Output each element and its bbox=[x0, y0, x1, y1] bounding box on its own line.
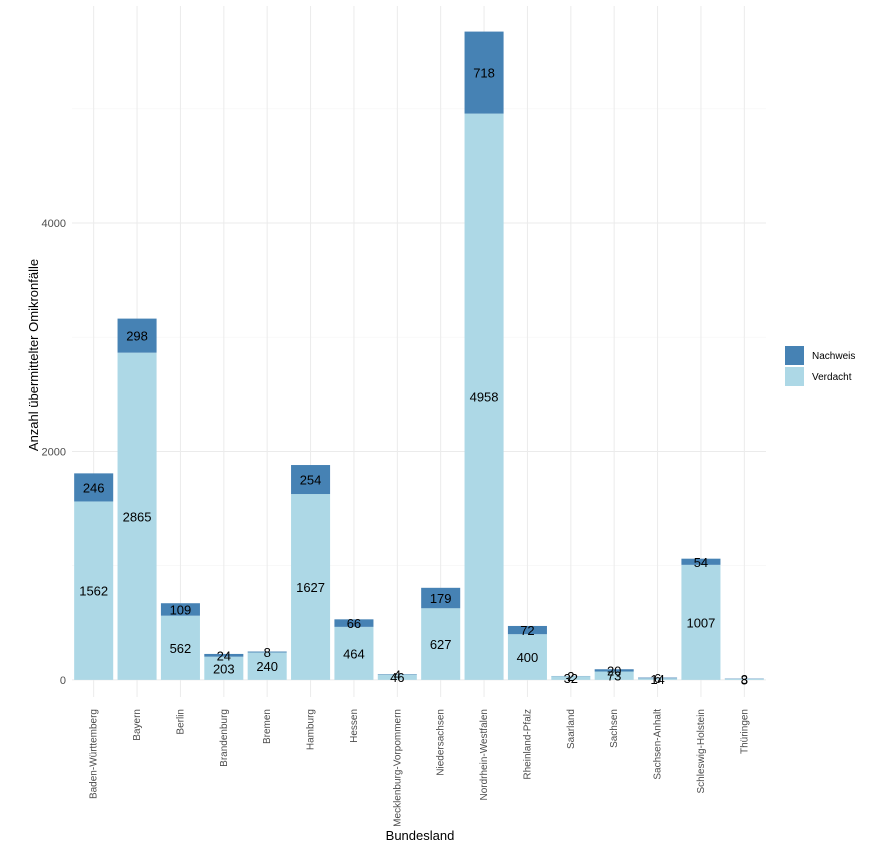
data-label-verdacht: 73 bbox=[607, 669, 621, 684]
data-label-verdacht: 1007 bbox=[686, 615, 715, 630]
x-tick-label: Thüringen bbox=[739, 709, 750, 754]
data-label-verdacht: 4958 bbox=[470, 390, 499, 405]
bar-verdacht bbox=[594, 671, 634, 680]
bar-verdacht bbox=[204, 656, 244, 680]
data-label-nachweis: 66 bbox=[347, 616, 361, 631]
data-label-nachweis: 179 bbox=[430, 591, 452, 606]
data-label-verdacht: 464 bbox=[343, 646, 365, 661]
y-tick-label: 2000 bbox=[42, 446, 66, 458]
data-label-verdacht: 8 bbox=[741, 672, 748, 687]
data-label-verdacht: 14 bbox=[650, 672, 664, 687]
bar-verdacht bbox=[464, 113, 504, 680]
data-label-verdacht: 32 bbox=[564, 671, 578, 686]
x-axis-ticks: Baden-Württemberg Bayern Berlin Brandenburg… bbox=[89, 709, 751, 827]
bar-verdacht bbox=[638, 678, 678, 680]
bar-verdacht bbox=[160, 615, 200, 680]
data-label-nachweis: 24 bbox=[217, 648, 231, 663]
x-tick-label: Saarland bbox=[566, 709, 577, 749]
x-axis-title: Bundesland bbox=[386, 828, 455, 843]
data-labels: 1562246286529856210920324240816272544646… bbox=[79, 66, 748, 688]
bar-nachweis bbox=[681, 558, 721, 565]
x-tick-label: Sachsen bbox=[609, 709, 620, 748]
bar-nachweis bbox=[117, 318, 157, 353]
x-tick-label: Sachsen-Anhalt bbox=[653, 709, 664, 780]
data-label-nachweis: 8 bbox=[264, 645, 271, 660]
bar-nachweis bbox=[464, 31, 504, 114]
bar-nachweis bbox=[160, 603, 200, 616]
bar-nachweis bbox=[74, 473, 114, 502]
bar-nachweis bbox=[594, 669, 634, 672]
data-label-nachweis: 718 bbox=[473, 66, 495, 81]
grid-lines bbox=[72, 6, 766, 697]
bar-verdacht bbox=[291, 494, 331, 680]
bar-verdacht bbox=[681, 564, 721, 680]
data-label-nachweis: 298 bbox=[126, 329, 148, 344]
y-tick-label: 4000 bbox=[42, 218, 66, 230]
bar-verdacht bbox=[74, 501, 114, 680]
legend-label-nachweis: Nachweis bbox=[812, 351, 855, 362]
legend: Nachweis Verdacht bbox=[785, 346, 855, 386]
data-label-nachweis: 54 bbox=[694, 555, 708, 570]
data-label-nachweis: 20 bbox=[607, 663, 621, 678]
bar-verdacht bbox=[377, 674, 417, 680]
y-axis-ticks: 0 2000 4000 bbox=[42, 218, 66, 687]
x-tick-label: Hessen bbox=[349, 709, 360, 743]
bar-verdacht bbox=[421, 608, 461, 680]
bar-verdacht bbox=[117, 352, 157, 680]
bar-nachweis bbox=[247, 651, 287, 653]
x-tick-label: Baden-Württemberg bbox=[89, 709, 100, 799]
data-label-verdacht: 2865 bbox=[123, 509, 152, 524]
x-tick-label: Berlin bbox=[175, 709, 186, 735]
x-tick-label: Schleswig-Holstein bbox=[696, 709, 707, 793]
data-label-verdacht: 562 bbox=[170, 641, 192, 656]
data-label-nachweis: 4 bbox=[394, 667, 401, 682]
data-label-verdacht: 46 bbox=[390, 670, 404, 685]
x-tick-label: Bremen bbox=[262, 709, 273, 744]
y-axis-title: Anzahl übermittelter Omikronfälle bbox=[26, 259, 41, 451]
x-tick-label: Nordrhein-Westfalen bbox=[479, 709, 490, 801]
bar-verdacht bbox=[507, 634, 547, 680]
data-label-verdacht: 1562 bbox=[79, 584, 108, 599]
bar-nachweis bbox=[638, 677, 678, 679]
x-tick-label: Rheinland-Pfalz bbox=[522, 709, 533, 780]
bar-verdacht bbox=[247, 652, 287, 680]
data-label-nachweis: 109 bbox=[170, 602, 192, 617]
x-tick-label: Bayern bbox=[132, 709, 143, 741]
data-label-nachweis: 6 bbox=[654, 671, 661, 686]
bars bbox=[74, 31, 764, 680]
bar-nachweis bbox=[204, 653, 244, 657]
data-label-nachweis: 246 bbox=[83, 480, 105, 495]
bar-nachweis bbox=[507, 625, 547, 635]
x-tick-label: Hamburg bbox=[306, 709, 317, 750]
legend-label-verdacht: Verdacht bbox=[812, 372, 852, 383]
bar-nachweis bbox=[291, 465, 331, 495]
legend-swatch-verdacht bbox=[785, 367, 804, 386]
legend-swatch-nachweis bbox=[785, 346, 804, 365]
data-label-verdacht: 240 bbox=[256, 659, 278, 674]
bar-verdacht bbox=[334, 626, 374, 680]
bar-nachweis bbox=[421, 587, 461, 609]
x-tick-label: Niedersachsen bbox=[436, 709, 447, 776]
data-label-nachweis: 3 bbox=[741, 672, 748, 687]
bar-nachweis bbox=[334, 619, 374, 627]
data-label-nachweis: 2 bbox=[567, 669, 574, 684]
y-tick-label: 0 bbox=[60, 675, 66, 687]
x-tick-label: Mecklenburg-Vorpommern bbox=[392, 709, 403, 827]
bar-verdacht bbox=[724, 678, 764, 680]
x-tick-label: Brandenburg bbox=[219, 709, 230, 767]
data-label-verdacht: 203 bbox=[213, 661, 235, 676]
data-label-verdacht: 627 bbox=[430, 637, 452, 652]
data-label-verdacht: 400 bbox=[517, 650, 539, 665]
data-label-nachweis: 254 bbox=[300, 473, 322, 488]
data-label-nachweis: 72 bbox=[520, 623, 534, 638]
bar-verdacht bbox=[551, 676, 591, 680]
data-label-verdacht: 1627 bbox=[296, 580, 325, 595]
